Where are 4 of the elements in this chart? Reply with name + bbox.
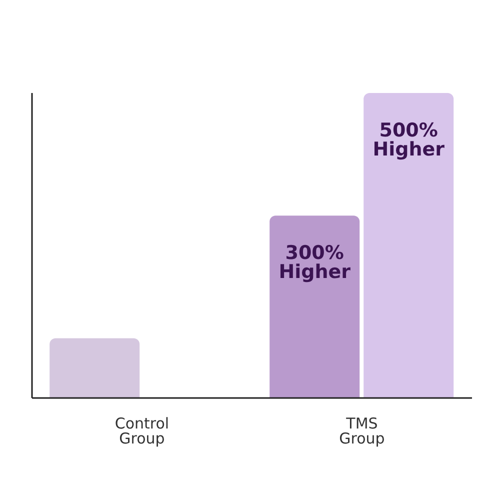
x-tick-label: TMS Group (339, 414, 385, 448)
annotation: 300% Higher (278, 242, 352, 284)
x-tick-label: Control Group (114, 414, 170, 448)
annotation: 500% Higher (372, 119, 446, 160)
